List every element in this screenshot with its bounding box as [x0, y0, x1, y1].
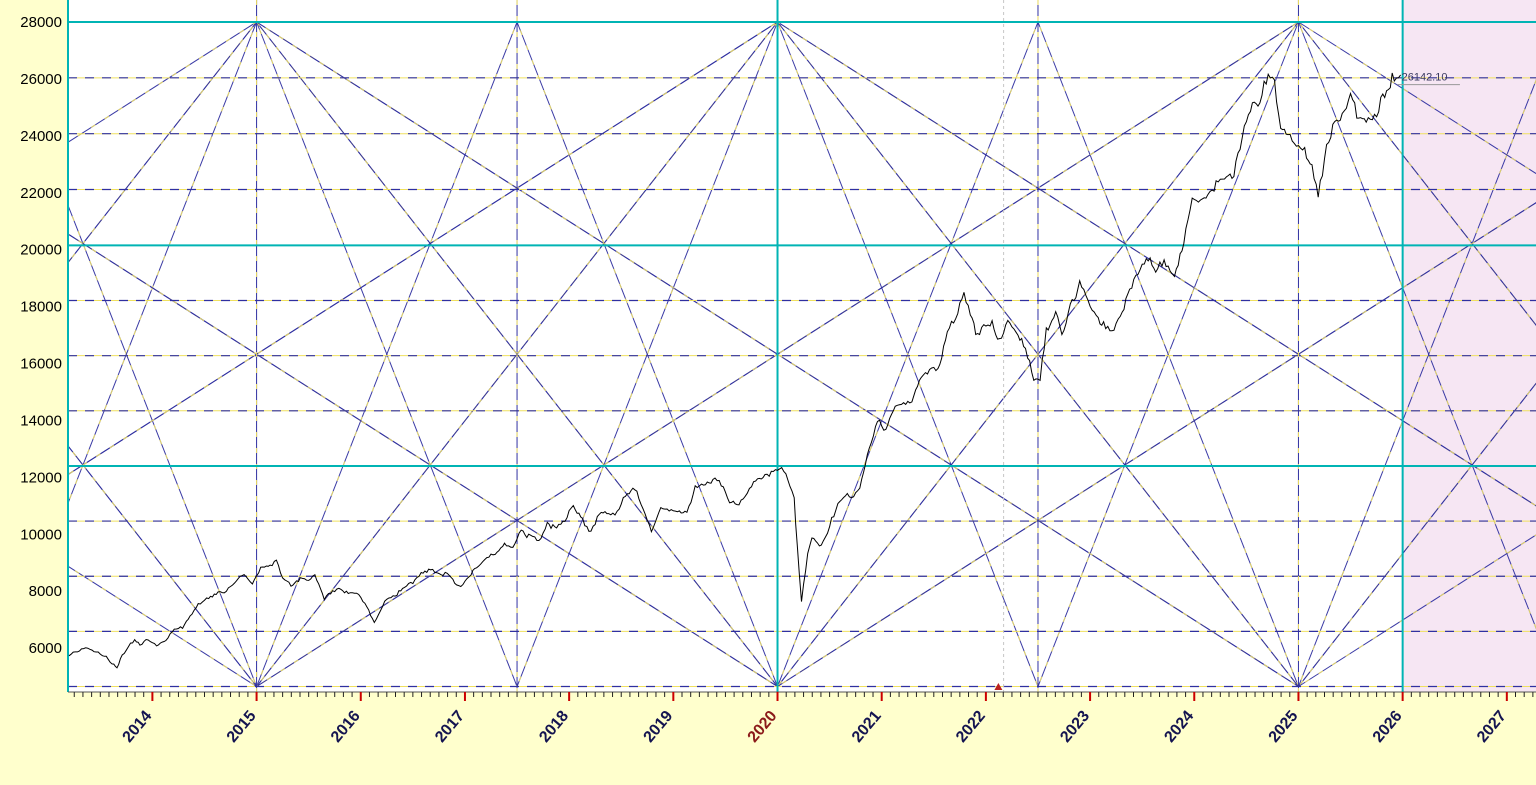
future-region: [1402, 0, 1536, 692]
y-axis-label: 18000: [20, 299, 62, 316]
y-axis: 28000 26000 24000 22000 20000 18000 16000 14000…: [20, 14, 62, 657]
y-axis-label: 16000: [20, 356, 62, 373]
y-axis-label: 26000: [20, 71, 62, 88]
last-price-label: 26142.10: [1397, 72, 1460, 86]
y-axis-label: 6000: [29, 640, 62, 657]
price-series[interactable]: [68, 72, 1402, 669]
y-axis-label: 24000: [20, 128, 62, 145]
gann-horizontal-levels: [68, 77, 1536, 688]
svg-text:26142.10: 26142.10: [1402, 72, 1448, 84]
y-axis-label: 8000: [29, 583, 62, 600]
y-axis-label: 12000: [20, 469, 62, 486]
y-axis-label: 20000: [20, 242, 62, 259]
y-axis-label: 28000: [20, 14, 62, 31]
y-axis-label: 14000: [20, 412, 62, 429]
event-marker: [994, 683, 1003, 690]
teal-master-lines: [67, 0, 1536, 692]
y-axis-label: 22000: [20, 185, 62, 202]
y-axis-label: 10000: [20, 526, 62, 543]
